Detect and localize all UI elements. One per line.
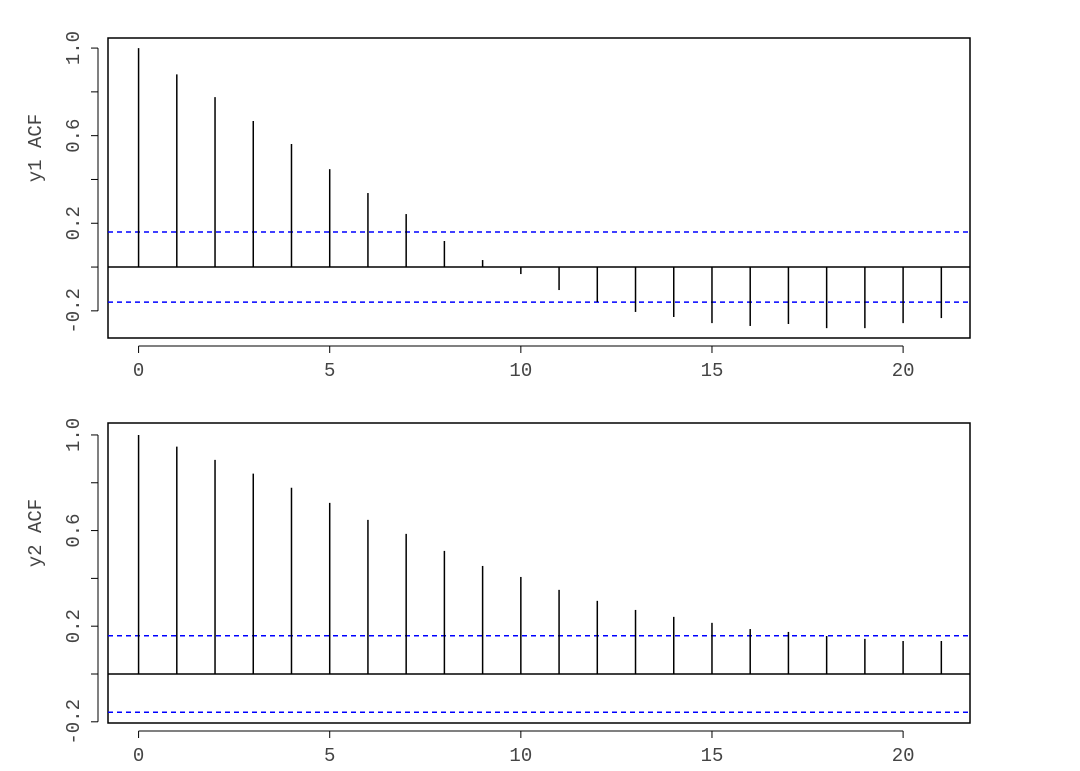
x-tick-label: 20 [892, 745, 915, 767]
y-tick-label: 0.2 [63, 206, 85, 240]
x-tick-label: 15 [701, 360, 724, 382]
plot-frame [107, 37, 971, 339]
x-tick-label: 10 [509, 745, 532, 767]
y-axis-label: y1 ACF [25, 114, 47, 182]
x-tick-label: 0 [133, 360, 144, 382]
plot-frame [107, 422, 971, 724]
y-tick-label: 0.2 [63, 609, 85, 643]
x-tick-label: 5 [324, 745, 335, 767]
x-tick-label: 15 [701, 745, 724, 767]
y-tick-label: 1.0 [63, 31, 85, 65]
x-tick-label: 10 [509, 360, 532, 382]
y-axis-label: y2 ACF [25, 499, 47, 567]
x-tick-label: 20 [892, 360, 915, 382]
x-tick-label: 5 [324, 360, 335, 382]
y-tick-label: -0.2 [63, 288, 85, 334]
y-tick-label: 0.6 [63, 119, 85, 153]
y-tick-label: 0.6 [63, 513, 85, 547]
y-tick-label: -0.2 [63, 699, 85, 745]
y-tick-label: 1.0 [63, 418, 85, 452]
x-tick-label: 0 [133, 745, 144, 767]
